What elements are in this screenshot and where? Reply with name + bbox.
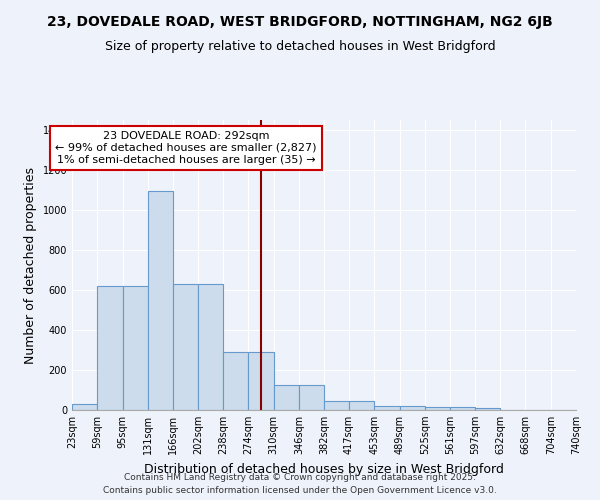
Bar xyxy=(248,352,274,410)
X-axis label: Distribution of detached houses by size in West Bridgford: Distribution of detached houses by size … xyxy=(144,462,504,475)
Bar xyxy=(72,404,97,410)
Bar xyxy=(97,286,122,410)
Bar xyxy=(325,401,349,410)
Bar xyxy=(198,284,223,410)
Bar xyxy=(122,286,148,410)
Bar xyxy=(425,407,450,410)
Text: 23 DOVEDALE ROAD: 292sqm
← 99% of detached houses are smaller (2,827)
1% of semi: 23 DOVEDALE ROAD: 292sqm ← 99% of detach… xyxy=(55,132,317,164)
Text: Size of property relative to detached houses in West Bridgford: Size of property relative to detached ho… xyxy=(104,40,496,53)
Text: 23, DOVEDALE ROAD, WEST BRIDGFORD, NOTTINGHAM, NG2 6JB: 23, DOVEDALE ROAD, WEST BRIDGFORD, NOTTI… xyxy=(47,15,553,29)
Bar xyxy=(450,407,475,410)
Bar xyxy=(299,385,325,410)
Text: Contains HM Land Registry data © Crown copyright and database right 2025.
Contai: Contains HM Land Registry data © Crown c… xyxy=(103,474,497,495)
Bar xyxy=(223,352,248,410)
Bar xyxy=(148,191,173,410)
Y-axis label: Number of detached properties: Number of detached properties xyxy=(24,166,37,364)
Bar xyxy=(374,406,400,410)
Bar xyxy=(274,385,299,410)
Bar xyxy=(400,406,425,410)
Bar xyxy=(349,401,374,410)
Bar xyxy=(475,408,500,410)
Bar xyxy=(173,284,198,410)
